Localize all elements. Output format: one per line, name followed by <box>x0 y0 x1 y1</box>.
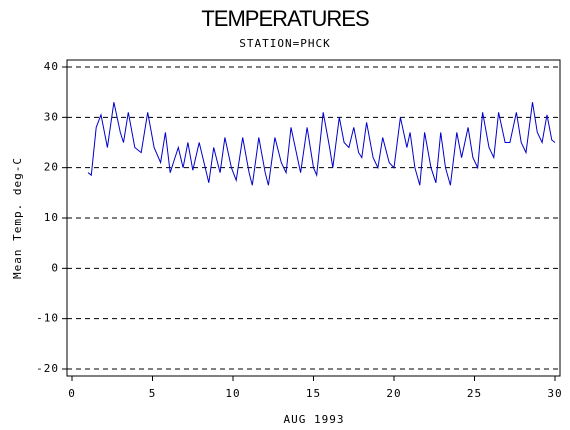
chart-subtitle: STATION=PHCK <box>239 37 330 50</box>
y-tick-label: 30 <box>44 110 59 123</box>
y-tick-label: -20 <box>36 362 59 375</box>
x-tick-label: 30 <box>547 387 562 400</box>
x-tick-label: 15 <box>306 387 321 400</box>
chart-title: TEMPERATURES <box>201 6 369 31</box>
x-tick-label: 25 <box>467 387 482 400</box>
x-tick-label: 20 <box>386 387 401 400</box>
y-tick-label: -10 <box>36 312 59 325</box>
y-tick-label: 40 <box>44 60 59 73</box>
temperature-line <box>87 102 556 186</box>
x-axis-label: AUG 1993 <box>284 413 345 426</box>
y-tick-label: 10 <box>44 211 59 224</box>
y-tick-label: 20 <box>44 161 59 174</box>
x-tick-label: 5 <box>149 387 157 400</box>
x-tick-label: 0 <box>68 387 76 400</box>
y-tick-label: 0 <box>51 261 59 274</box>
x-tick-label: 10 <box>225 387 240 400</box>
y-axis-label: Mean Temp. deg-C <box>11 157 24 279</box>
